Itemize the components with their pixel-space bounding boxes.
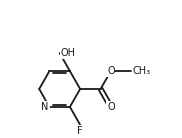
Text: F: F — [77, 126, 83, 136]
Text: N: N — [41, 102, 49, 112]
Text: O: O — [107, 102, 115, 112]
Text: OH: OH — [61, 48, 76, 58]
Text: O: O — [107, 66, 115, 76]
Text: CH₃: CH₃ — [132, 66, 151, 76]
